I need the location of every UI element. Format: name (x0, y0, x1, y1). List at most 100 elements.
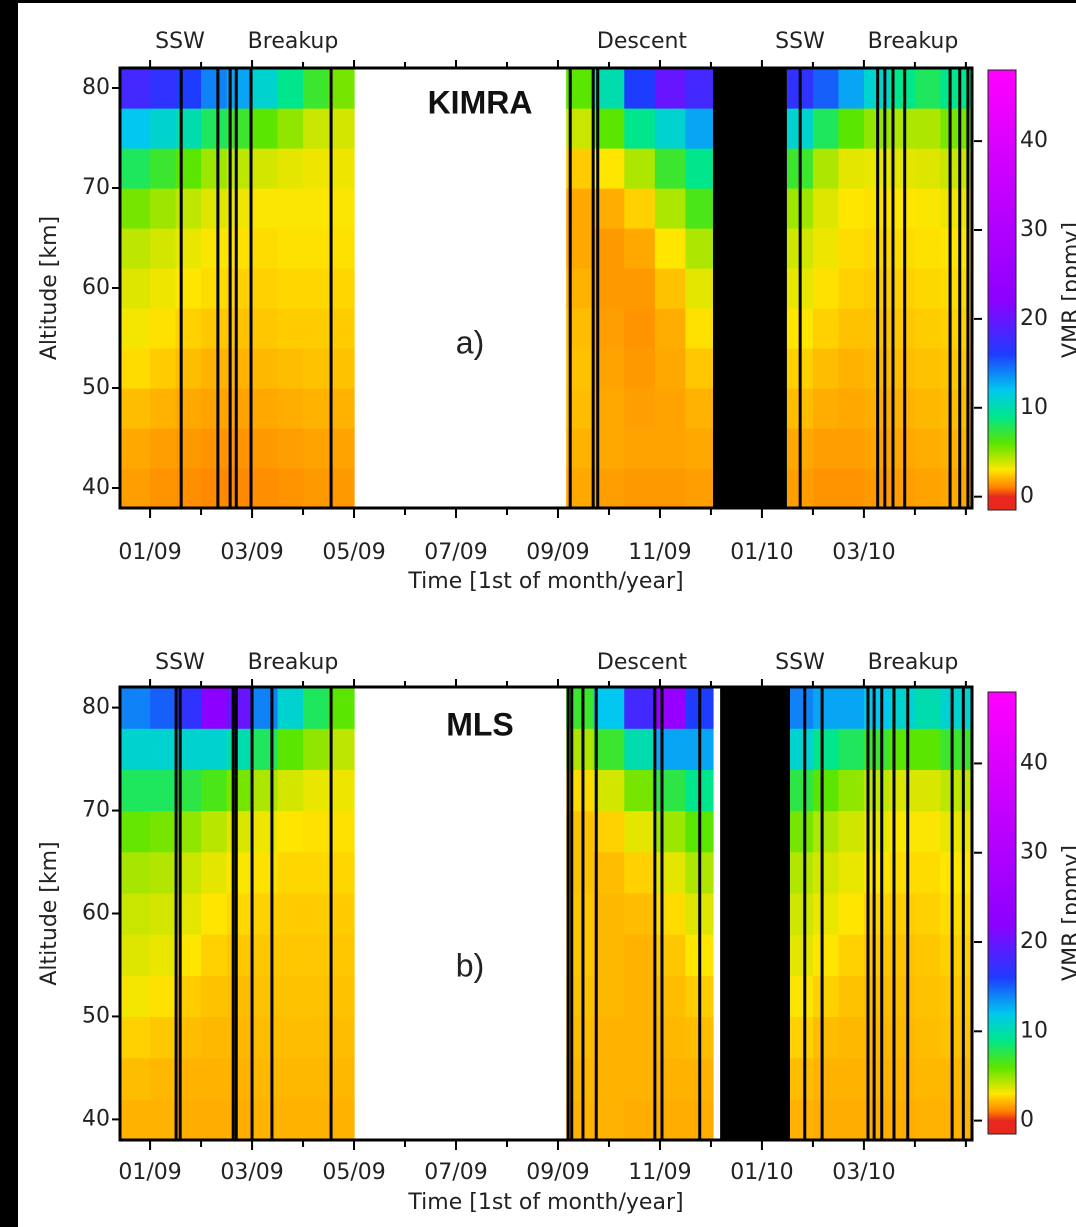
annotation: Descent (597, 650, 688, 675)
heatmap-cell (328, 308, 355, 349)
heatmap-cell (624, 348, 656, 389)
heatmap-cell (624, 468, 656, 509)
heatmap-cell (303, 1016, 330, 1059)
heatmap-cell (252, 388, 279, 429)
heatmap-cell (201, 1016, 228, 1059)
heatmap-cell (277, 892, 304, 935)
heatmap-cell (201, 108, 228, 149)
heatmap-cell (812, 68, 840, 109)
heatmap-cell (277, 108, 304, 149)
heatmap-cell (685, 188, 714, 229)
heatmap-cell (120, 228, 151, 269)
y-axis-label: Altitude [km] (37, 216, 62, 360)
heatmap-cell (175, 228, 202, 269)
data-gap-band (712, 68, 787, 508)
heatmap-cell (940, 975, 973, 1018)
heatmap-cell (303, 975, 330, 1018)
heatmap-cell (175, 428, 202, 469)
heatmap-cell (914, 468, 941, 509)
heatmap-cell (277, 687, 304, 729)
heatmap-cell (175, 348, 202, 389)
y-tick-label: 80 (82, 75, 110, 100)
annotation: Breakup (868, 29, 959, 54)
heatmap-cell (201, 348, 228, 389)
heatmap-cell (201, 769, 228, 812)
heatmap-cell (654, 1016, 687, 1059)
heatmap-cell (175, 388, 202, 429)
heatmap-cell (914, 810, 941, 853)
heatmap-cell (786, 851, 814, 894)
heatmap-cell (914, 108, 941, 149)
heatmap-cell (624, 1057, 656, 1100)
heatmap-cell (812, 348, 840, 389)
heatmap-cell (593, 1098, 625, 1141)
heatmap-cell (252, 228, 279, 269)
heatmap-cell (150, 268, 177, 309)
colorbar-tick-label: 10 (1020, 395, 1048, 420)
heatmap-cell (654, 1057, 687, 1100)
x-tick-label: 03/09 (220, 1160, 283, 1185)
heatmap-cell (201, 851, 228, 894)
data-gap-band (720, 687, 790, 1140)
heatmap-cell (303, 348, 330, 389)
x-tick-label: 05/09 (322, 1160, 385, 1185)
heatmap-cell (624, 108, 656, 149)
heatmap-cell (786, 769, 814, 812)
heatmap-cell (838, 308, 865, 349)
heatmap-cell (624, 1098, 656, 1141)
heatmap-cell (252, 308, 279, 349)
heatmap-cell (226, 892, 253, 935)
heatmap-cell (685, 228, 714, 269)
heatmap-cell (120, 1057, 151, 1100)
heatmap-cell (175, 188, 202, 229)
heatmap-cell (226, 975, 253, 1018)
heatmap-cell (277, 975, 304, 1018)
x-tick-label: 09/09 (526, 540, 589, 565)
heatmap-cell (593, 892, 625, 935)
heatmap-cell (303, 268, 330, 309)
heatmap-cell (328, 892, 355, 935)
heatmap-cell (624, 148, 656, 189)
y-tick-label: 70 (82, 175, 110, 200)
heatmap-cell (120, 348, 151, 389)
heatmap-cell (593, 769, 625, 812)
heatmap-cell (303, 769, 330, 812)
heatmap-cell (812, 108, 840, 149)
annotation: Descent (597, 29, 688, 54)
heatmap-cell (624, 934, 656, 976)
heatmap-cell (940, 934, 973, 976)
heatmap-cell (812, 1057, 840, 1100)
heatmap-cell (201, 268, 228, 309)
heatmap-cell (252, 428, 279, 469)
x-tick-label: 01/09 (118, 1160, 181, 1185)
heatmap-cell (654, 68, 687, 109)
heatmap-cell (303, 108, 330, 149)
x-axis-label: Time [1st of month/year] (407, 1190, 683, 1215)
heatmap-cell (328, 428, 355, 469)
heatmap-cell (201, 388, 228, 429)
heatmap-cell (838, 188, 865, 229)
heatmap-cell (786, 687, 814, 729)
annotation: Breakup (248, 29, 339, 54)
panel-label: b) (456, 947, 484, 983)
heatmap-cell (838, 108, 865, 149)
heatmap-cell (328, 108, 355, 149)
heatmap-cell (593, 934, 625, 976)
heatmap-cell (685, 348, 714, 389)
heatmap-cell (226, 687, 253, 729)
heatmap-cell (303, 1057, 330, 1100)
heatmap-cell (838, 348, 865, 389)
heatmap-cell (303, 388, 330, 429)
heatmap-cell (812, 268, 840, 309)
heatmap-cell (940, 687, 973, 729)
heatmap-cell (120, 810, 151, 853)
heatmap-cell (252, 851, 279, 894)
heatmap-cell (812, 934, 840, 976)
x-tick-label: 03/10 (832, 540, 895, 565)
heatmap-cell (786, 1098, 814, 1141)
heatmap-cell (914, 148, 941, 189)
heatmap-cell (252, 1016, 279, 1059)
heatmap-cell (914, 1016, 941, 1059)
heatmap-cell (252, 810, 279, 853)
heatmap-cell (328, 228, 355, 269)
